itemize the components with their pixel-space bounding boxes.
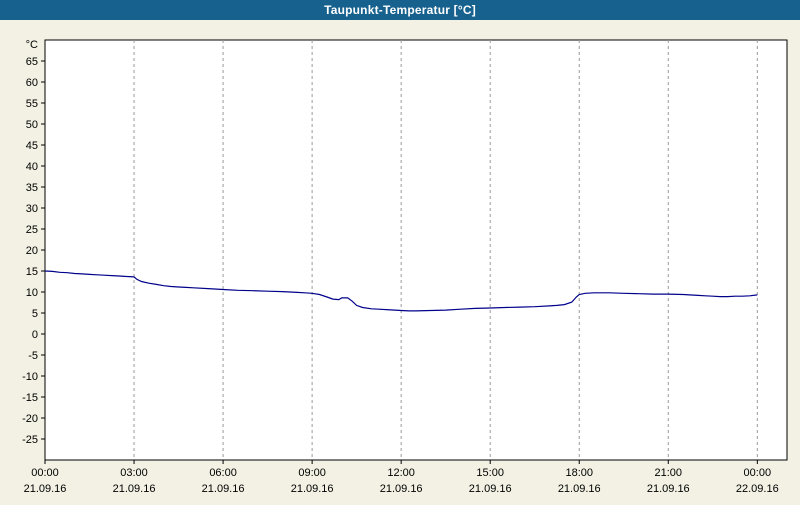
chart-area: 00:00 21.09.16 03:00 21.09.16 06:00 21.09.16 0… — [0, 20, 800, 500]
y-tick-label: -5 — [28, 350, 38, 362]
x-tick-time-label: 12:00 — [387, 467, 415, 479]
y-tick-label: 45 — [26, 140, 38, 152]
y-tick-label: 40 — [26, 161, 38, 173]
x-tick-date-label: 21.09.16 — [113, 483, 156, 495]
y-tick-label: 0 — [32, 329, 38, 341]
x-tick-date-label: 22.09.16 — [736, 483, 779, 495]
y-tick-label: 20 — [26, 245, 38, 257]
x-tick-time-label: 09:00 — [298, 467, 326, 479]
x-tick-time-label: 00:00 — [744, 467, 772, 479]
y-tick-label: 10 — [26, 287, 38, 299]
x-tick-date-label: 21.09.16 — [291, 483, 334, 495]
y-tick-label: 30 — [26, 203, 38, 215]
y-tick-label: 65 — [26, 56, 38, 68]
chart-svg: 00:00 21.09.16 03:00 21.09.16 06:00 21.09.16 0… — [22, 39, 788, 495]
y-tick-label: 55 — [26, 98, 38, 110]
title-bar: Taupunkt-Temperatur [°C] — [0, 0, 800, 20]
y-tick-label: 5 — [32, 308, 38, 320]
x-tick-date-label: 21.09.16 — [380, 483, 423, 495]
y-tick-label: 60 — [26, 77, 38, 89]
y-tick-label: -10 — [22, 371, 38, 383]
x-tick-time-label: 21:00 — [655, 467, 683, 479]
x-tick-date-label: 21.09.16 — [558, 483, 601, 495]
x-tick-date-label: 21.09.16 — [202, 483, 245, 495]
x-tick-time-label: 00:00 — [31, 467, 59, 479]
x-tick-time-label: 18:00 — [565, 467, 593, 479]
x-tick-date-label: 21.09.16 — [469, 483, 512, 495]
x-tick-time-label: 15:00 — [476, 467, 504, 479]
x-tick-date-label: 21.09.16 — [647, 483, 690, 495]
y-tick-label: -25 — [22, 434, 38, 446]
x-tick-time-label: 06:00 — [209, 467, 237, 479]
chart-title: Taupunkt-Temperatur [°C] — [324, 3, 476, 17]
x-tick-time-label: 03:00 — [120, 467, 148, 479]
y-tick-label: 50 — [26, 119, 38, 131]
y-tick-label: 25 — [26, 224, 38, 236]
x-tick-date-label: 21.09.16 — [24, 483, 67, 495]
y-axis-unit-label: °C — [26, 39, 38, 51]
y-tick-label: -20 — [22, 413, 38, 425]
y-tick-label: 35 — [26, 182, 38, 194]
plot-background — [44, 39, 788, 461]
y-tick-label: 15 — [26, 266, 38, 278]
series-line-taupunkt — [44, 270, 758, 312]
y-tick-label: -15 — [22, 392, 38, 404]
